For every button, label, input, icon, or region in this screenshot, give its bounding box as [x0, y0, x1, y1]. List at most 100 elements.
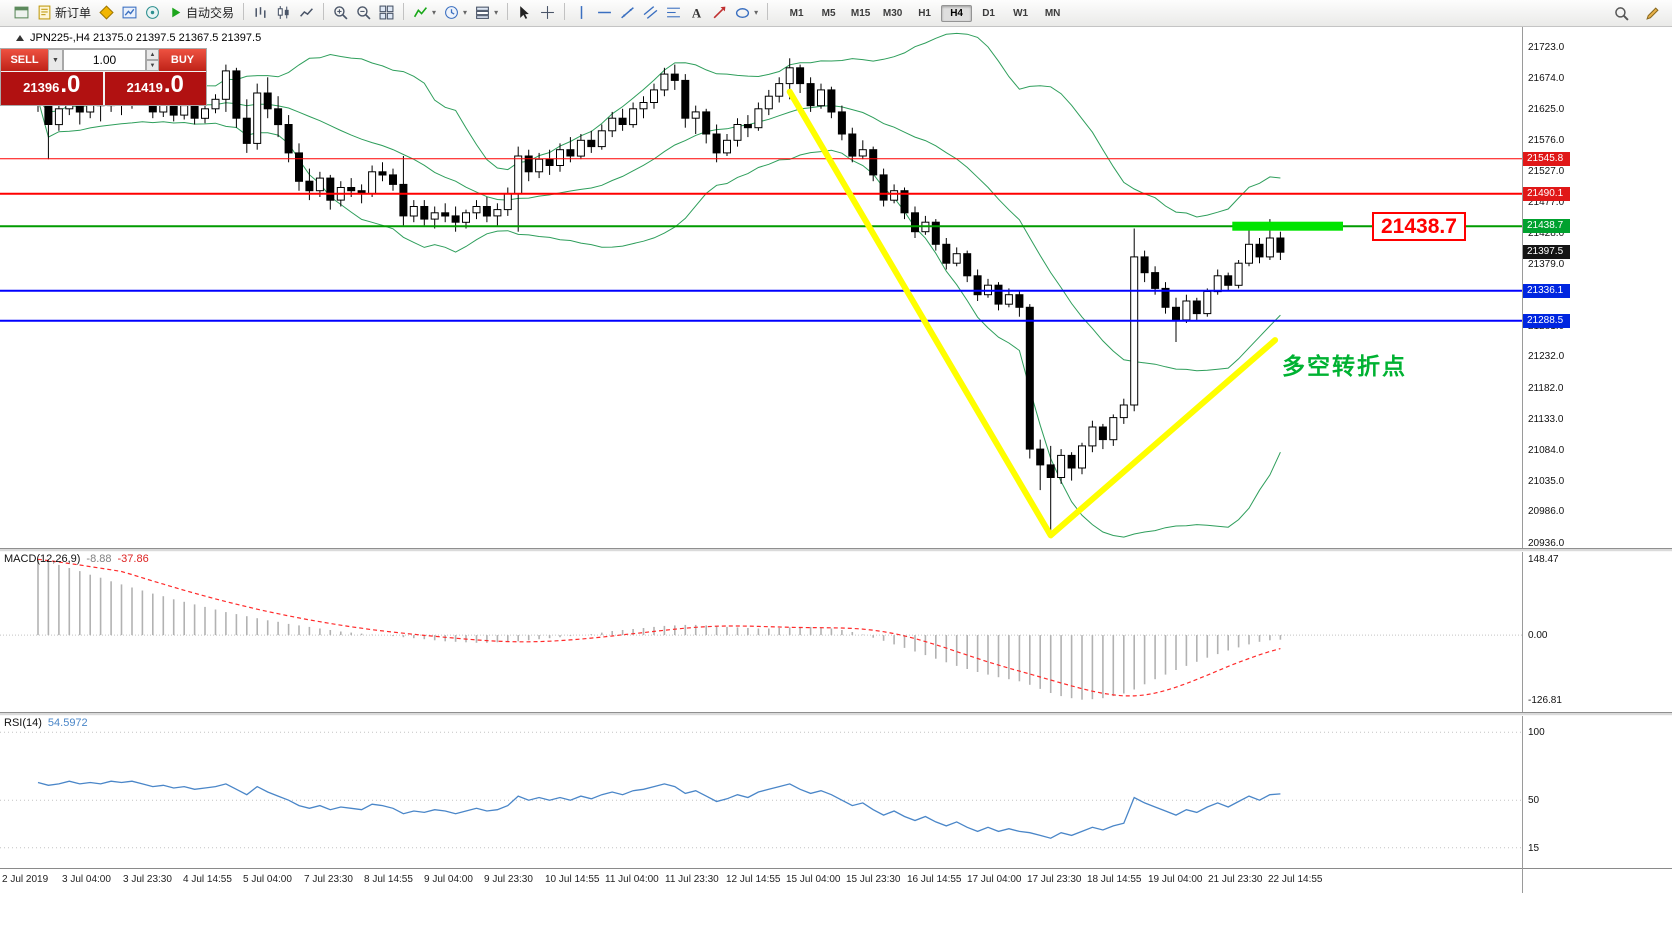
search-icon[interactable] — [1611, 3, 1632, 24]
autotrading-button[interactable]: 自动交易 — [165, 2, 237, 23]
toolbar: 新订单 自动交易 ▾ ▾ ▾ A ▾ M1 M5 M15 M30 H1 H4 D1 W1 MN — [0, 0, 1672, 27]
stepper-up-icon[interactable]: ▲ — [146, 49, 159, 60]
price-axis-tick: 21330.0 — [1528, 290, 1565, 301]
collapse-icon[interactable] — [16, 35, 24, 41]
crosshair-icon[interactable] — [537, 2, 558, 23]
price-plot-host[interactable] — [0, 27, 1522, 548]
timeframe-m30[interactable]: M30 — [882, 7, 903, 19]
timeframe-h4[interactable]: H4 — [941, 4, 973, 22]
indicators-icon[interactable]: ▾ — [410, 2, 439, 23]
channel-icon[interactable] — [640, 2, 661, 23]
timeframe-m5[interactable]: M5 — [821, 7, 836, 19]
time-axis-label: 18 Jul 14:55 — [1087, 874, 1142, 885]
bar-chart-icon[interactable] — [250, 2, 271, 23]
price-axis-tick: 21477.0 — [1528, 197, 1565, 208]
macd-signal-line — [37, 558, 1281, 697]
timeframe-m1[interactable]: M1 — [789, 7, 804, 19]
time-axis-label: 9 Jul 04:00 — [424, 874, 473, 885]
rsi-header: RSI(14) 54.5972 — [4, 717, 94, 729]
text-tool-icon[interactable]: A — [686, 2, 707, 23]
buy-button[interactable]: BUY — [159, 49, 206, 71]
sell-button[interactable]: SELL — [1, 49, 48, 71]
volume-input[interactable] — [63, 49, 146, 71]
macd-signal-value: -37.86 — [117, 553, 149, 565]
rsi-plot-host[interactable] — [0, 712, 1522, 868]
time-axis-label: 17 Jul 23:30 — [1027, 874, 1082, 885]
price-tag: 21336.1 — [1523, 284, 1570, 298]
one-click-trading-panel: SELL ▼ ▲ ▼ BUY 21396.0 21419.0 — [0, 48, 207, 106]
volume-stepper[interactable]: ▲ ▼ — [146, 49, 159, 71]
periods-icon[interactable]: ▾ — [441, 2, 470, 23]
line-chart-icon[interactable] — [296, 2, 317, 23]
buy-price-display[interactable]: 21419.0 — [104, 71, 206, 105]
time-axis-label: 3 Jul 23:30 — [123, 874, 172, 885]
scale-border — [1522, 27, 1523, 893]
candlestick-chart-icon[interactable] — [273, 2, 294, 23]
terminal-window-icon[interactable] — [11, 2, 32, 23]
price-axis-tick: 21625.0 — [1528, 104, 1565, 115]
macd-axis-tick: 0.00 — [1528, 630, 1548, 641]
price-tag: 21490.1 — [1523, 187, 1570, 201]
macd-label: MACD(12,26,9) — [4, 553, 81, 565]
pane-separator[interactable] — [0, 712, 1672, 716]
highlight-bar[interactable] — [1232, 221, 1343, 231]
new-chart-icon[interactable] — [119, 2, 140, 23]
timeframe-mn[interactable]: MN — [1044, 7, 1061, 19]
volume-dropdown-button[interactable]: ▼ — [48, 49, 63, 71]
stepper-down-icon[interactable]: ▼ — [146, 60, 159, 71]
vertical-line-icon[interactable] — [571, 2, 592, 23]
chart-window: JPN225-,H4 21375.0 21397.5 21367.5 21397… — [0, 27, 1672, 950]
time-axis-label: 12 Jul 14:55 — [726, 874, 781, 885]
timeframe-d1[interactable]: D1 — [982, 7, 995, 19]
horizontal-line-icon[interactable] — [594, 2, 615, 23]
cursor-icon[interactable] — [514, 2, 535, 23]
timeframe-h1[interactable]: H1 — [918, 7, 931, 19]
macd-value: -8.88 — [86, 553, 112, 565]
time-axis-label: 11 Jul 23:30 — [665, 874, 719, 885]
rsi-line — [37, 780, 1281, 839]
time-axis-label: 9 Jul 23:30 — [484, 874, 533, 885]
candlestick-chart[interactable] — [0, 27, 1522, 548]
sell-price-display[interactable]: 21396.0 — [1, 72, 103, 105]
time-axis-label: 17 Jul 04:00 — [967, 874, 1022, 885]
svg-text:A: A — [692, 6, 702, 20]
pane-separator[interactable] — [0, 548, 1672, 552]
time-axis[interactable]: 2 Jul 2019 3 Jul 04:00 3 Jul 23:30 4 Jul 14… — [0, 868, 1672, 893]
price-axis-tick: 21576.0 — [1528, 135, 1565, 146]
price-chart-pane[interactable]: JPN225-,H4 21375.0 21397.5 21367.5 21397… — [0, 27, 1672, 549]
chart-title: JPN225-,H4 21375.0 21397.5 21367.5 21397… — [16, 32, 261, 44]
time-axis-label: 4 Jul 14:55 — [183, 874, 232, 885]
shapes-tool-icon[interactable]: ▾ — [732, 2, 761, 23]
macd-axis-tick: 148.47 — [1528, 554, 1559, 565]
price-axis-tick: 21723.0 — [1528, 42, 1565, 53]
market-watch-icon[interactable] — [96, 2, 117, 23]
trend-line[interactable] — [786, 88, 1279, 539]
fibonacci-icon[interactable] — [663, 2, 684, 23]
candles — [34, 52, 1285, 535]
toolbar-separator — [564, 2, 566, 20]
rsi-pane[interactable]: RSI(14) 54.5972 100 50 15 — [0, 712, 1672, 868]
rsi-chart[interactable] — [0, 712, 1522, 868]
annotation-text[interactable]: 多空转折点 — [1282, 353, 1407, 379]
trendline-icon[interactable] — [617, 2, 638, 23]
zoom-out-icon[interactable] — [353, 2, 374, 23]
tile-windows-icon[interactable] — [376, 2, 397, 23]
price-axis-tick: 21527.0 — [1528, 166, 1565, 177]
macd-plot-host[interactable] — [0, 548, 1522, 712]
arrows-tool-icon[interactable] — [709, 2, 730, 23]
price-tag: 21397.5 — [1523, 245, 1570, 259]
price-axis-tick: 21674.0 — [1528, 73, 1565, 84]
timeframe-w1[interactable]: W1 — [1013, 7, 1029, 19]
macd-pane[interactable]: MACD(12,26,9) -8.88 -37.86 148.47 0.00 -126.… — [0, 548, 1672, 712]
timeframe-m15[interactable]: M15 — [850, 7, 871, 19]
price-level-label[interactable]: 21438.7 — [1372, 212, 1466, 241]
macd-histogram[interactable] — [0, 548, 1522, 712]
chart-title-text: JPN225-,H4 21375.0 21397.5 21367.5 21397… — [30, 32, 262, 44]
templates-icon[interactable]: ▾ — [472, 2, 501, 23]
zoom-in-icon[interactable] — [330, 2, 351, 23]
time-axis-label: 15 Jul 23:30 — [846, 874, 901, 885]
edit-icon[interactable] — [1642, 3, 1663, 24]
buy-price-dec: .0 — [163, 71, 184, 98]
new-order-button[interactable]: 新订单 — [34, 2, 94, 23]
navigator-icon[interactable] — [142, 2, 163, 23]
